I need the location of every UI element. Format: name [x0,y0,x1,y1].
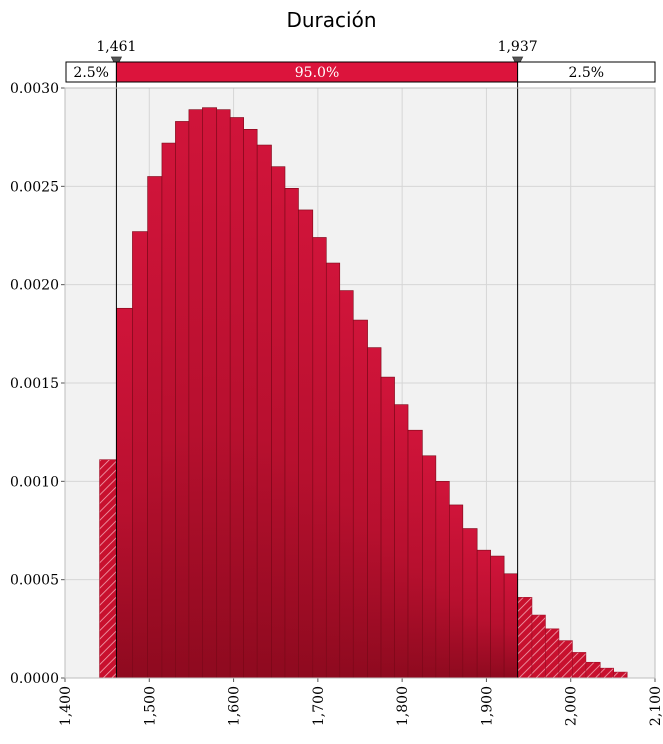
chart-title: Duración [286,8,377,32]
tail-histogram-bar [585,661,601,679]
tail-histogram-bar [99,459,117,679]
y-tick-label: 0.0000 [10,671,59,687]
histogram-bar [476,549,491,679]
y-tick-label: 0.0015 [10,376,59,392]
percentile-bar: 2.5% 95.0% 2.5% [65,61,656,83]
tail-histogram-bar [613,671,628,679]
y-tick-label: 0.0025 [10,179,59,195]
histogram-bar [462,528,478,679]
histogram-bar [490,555,505,679]
histogram-bar [325,262,341,679]
histogram-bar [407,429,423,679]
histogram-bar [298,209,314,679]
y-tick-label: 0.0010 [10,474,59,490]
right-tail-percent: 2.5% [569,65,605,81]
histogram-bar [422,455,437,679]
histogram-bar [449,504,464,679]
histogram-bar [380,376,395,679]
left-tail-percent: 2.5% [73,65,109,81]
percentile-markers: 1,461 1,937 [96,39,538,678]
y-axis: 0.0000 0.0005 0.0010 0.0015 0.0020 0.0025 0.00… [10,81,65,687]
tail-histogram-bar [572,652,587,679]
x-tick-label: 1,600 [227,686,243,726]
x-tick-label: 1,800 [395,686,411,726]
left-marker-label: 1,461 [96,39,136,55]
histogram-bar [271,166,286,679]
histogram-bar [367,347,382,679]
histogram-bar [216,109,231,679]
histogram-bar [132,231,148,679]
right-marker-label: 1,937 [498,39,538,55]
histogram-bar [352,319,368,679]
histogram-bar [394,404,409,679]
histogram-bar [147,176,163,679]
histogram-bar [284,188,299,679]
histogram-bar [202,107,218,679]
x-tick-label: 1,500 [142,686,158,726]
tail-histogram-bar [558,640,573,679]
histogram-bar [243,129,258,679]
middle-percent: 95.0% [295,65,339,81]
tail-histogram-bar [517,597,533,679]
histogram-bar [339,290,354,679]
y-tick-label: 0.0005 [10,573,59,589]
histogram-bar [229,117,244,679]
histogram-bar [256,144,272,679]
x-axis: 1,400 1,500 1,600 1,700 1,800 1,900 2,000 2,100 [58,678,663,726]
right-tail-segment [517,61,656,83]
x-tick-label: 1,700 [311,686,327,726]
histogram-bar [161,142,176,679]
tail-histogram-bar [599,667,615,679]
tail-histogram-bar [545,628,560,679]
y-tick-label: 0.0020 [10,278,59,294]
y-tick-label: 0.0030 [10,81,59,97]
x-tick-label: 2,000 [564,686,580,726]
histogram-bar [175,121,190,679]
histogram-bar [503,573,518,679]
histogram-bar [116,307,133,679]
histogram-bars [99,107,628,679]
histogram-bar [312,237,327,679]
histogram-bar [188,109,203,679]
x-tick-label: 2,100 [648,686,663,726]
plot-frame [64,87,656,679]
histogram-bar [435,481,450,679]
x-tick-label: 1,400 [58,686,74,726]
x-tick-label: 1,900 [479,686,495,726]
tail-histogram-bar [531,614,546,679]
